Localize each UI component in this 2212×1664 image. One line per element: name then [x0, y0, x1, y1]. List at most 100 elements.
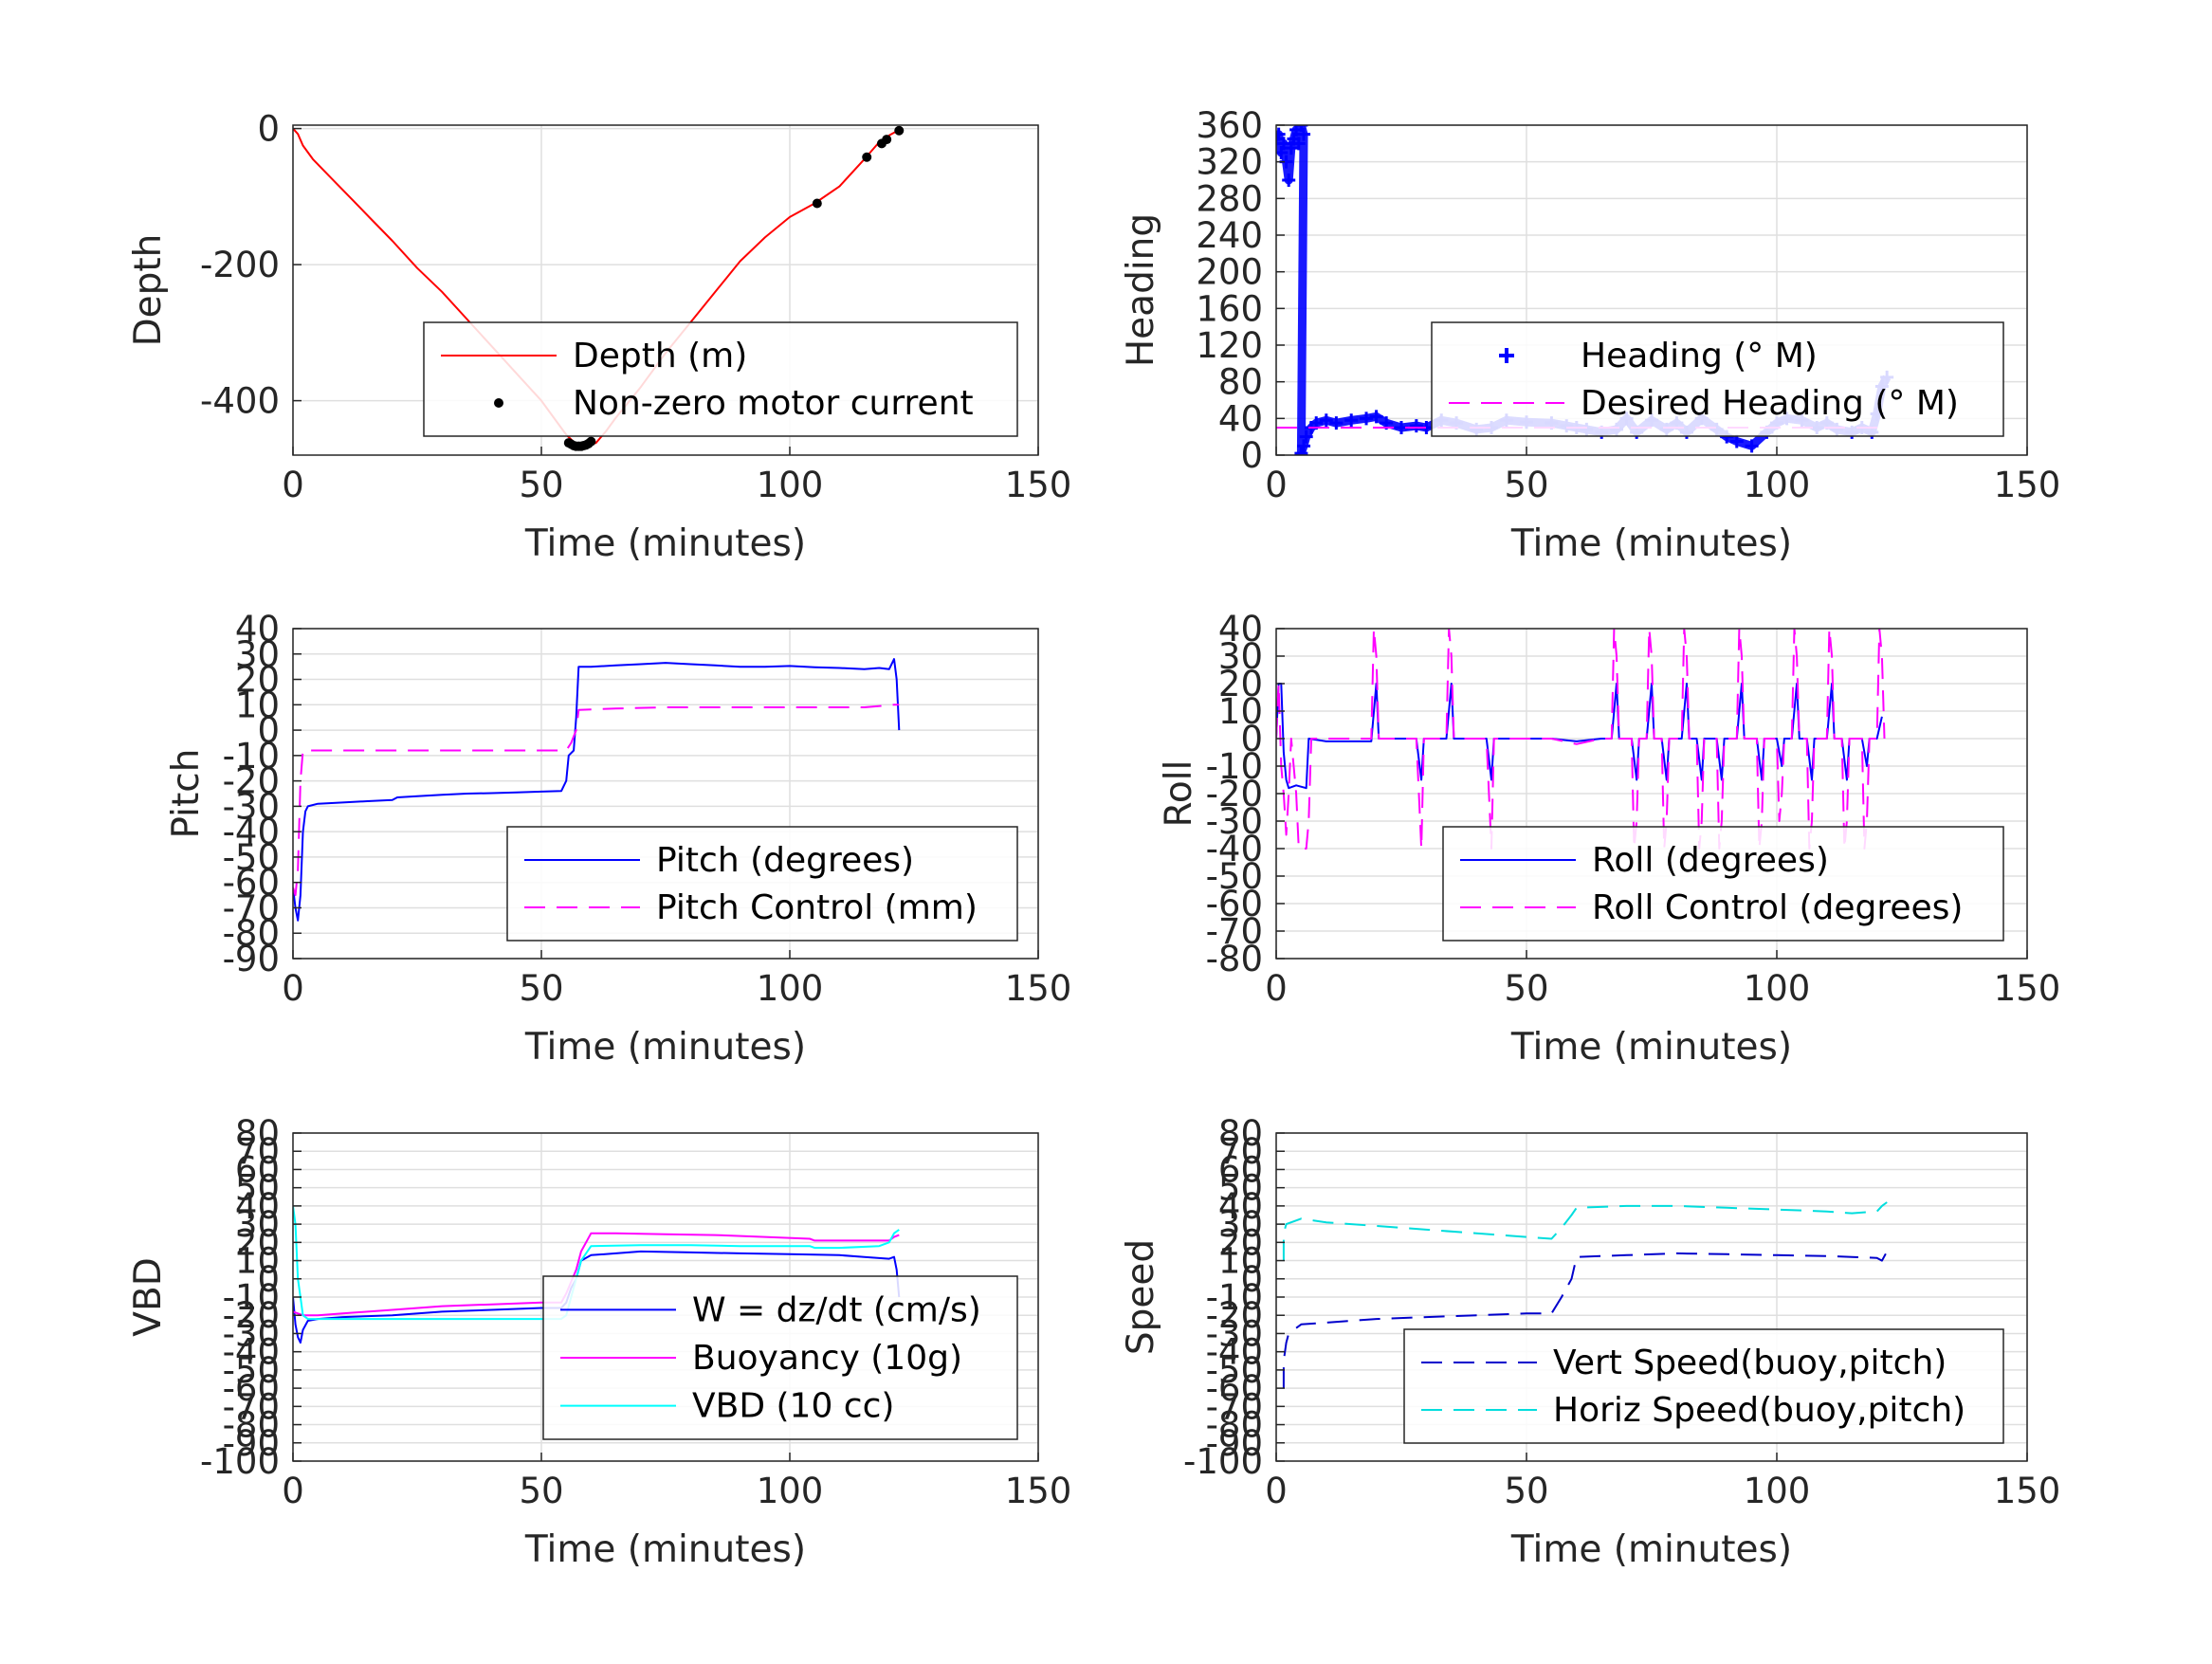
- y-tick-label: 20: [235, 1222, 280, 1263]
- x-axis-label: Time (minutes): [524, 1528, 806, 1571]
- y-tick-label: -400: [200, 381, 280, 422]
- chart-vbd: 0 50 100 15080706050403020100-10-20-30-40-5…: [127, 1113, 1071, 1571]
- y-tick-label: -100: [1183, 1441, 1263, 1482]
- y-tick-label: 80: [1218, 1113, 1263, 1154]
- y-tick-label: 30: [235, 634, 280, 675]
- y-tick-label: -40: [223, 812, 280, 852]
- y-tick-label: -10: [1206, 746, 1263, 787]
- y-tick-label: 0: [257, 1259, 280, 1300]
- series-line-1: [293, 1232, 900, 1317]
- legend-label: Vert Speed(buoy,pitch): [1553, 1344, 1947, 1382]
- y-tick-label: 30: [1218, 1204, 1263, 1245]
- ticks: 0 50 100 15080706050403020100-10-20-30-40-5…: [1183, 1113, 2060, 1511]
- y-tick-label: 0: [1240, 719, 1263, 759]
- y-tick-label: 30: [1218, 636, 1263, 677]
- series-point: [894, 125, 905, 136]
- series-line-0: [1282, 1251, 1889, 1389]
- y-tick-label: -30: [223, 786, 280, 827]
- ticks: 0 50 100 150403020100-10-20-30-40-50-60-70-…: [1206, 609, 2061, 1009]
- x-tick-label: 100: [1744, 465, 1811, 505]
- legend-box: [1442, 826, 2004, 942]
- y-tick-label: 60: [1218, 1149, 1263, 1190]
- chart-roll: 0 50 100 150403020100-10-20-30-40-50-60-70-…: [1158, 609, 2060, 1069]
- legend-label: Pitch (degrees): [656, 841, 914, 880]
- x-axis-label: Time (minutes): [1510, 1528, 1792, 1571]
- legend-box: [1431, 321, 2004, 437]
- y-tick-label: -30: [1206, 1313, 1263, 1354]
- legend-label: Non-zero motor current: [573, 384, 974, 423]
- legend-swatch: [494, 398, 503, 408]
- x-tick-label: 50: [519, 465, 563, 505]
- y-tick-label: 40: [235, 1186, 280, 1227]
- axes-box: [1275, 124, 2028, 456]
- x-tick-label: 150: [1994, 968, 2061, 1009]
- legend-label: Horiz Speed(buoy,pitch): [1553, 1391, 1965, 1430]
- y-tick-label: -10: [1206, 1277, 1263, 1318]
- y-tick-label: -60: [223, 863, 280, 904]
- x-tick-label: 50: [1504, 968, 1548, 1009]
- legend-swatch: [1499, 348, 1514, 363]
- x-tick-label: 100: [757, 968, 824, 1009]
- x-tick-label: 0: [282, 465, 304, 505]
- x-tick-label: 100: [1744, 968, 1811, 1009]
- y-axis-label: Speed: [1120, 1239, 1162, 1355]
- y-tick-label: 40: [1218, 1186, 1263, 1227]
- x-tick-label: 150: [1005, 968, 1072, 1009]
- y-tick-label: -60: [1206, 1368, 1263, 1409]
- y-tick-label: -50: [223, 837, 280, 878]
- legend: W = dz/dt (cm/s) Buoyancy (10g) VBD (10 cc…: [542, 1275, 1018, 1440]
- chart-speed: 0 50 100 15080706050403020100-10-20-30-40-5…: [1120, 1113, 2060, 1571]
- series-line-1: [1276, 629, 1886, 850]
- legend: Pitch (degrees) Pitch Control (mm): [506, 826, 1018, 942]
- ticks: 0 50 100 150403020100-10-20-30-40-50-60-70-…: [223, 609, 1072, 1009]
- y-tick-label: 40: [1218, 398, 1263, 439]
- y-axis-label: Heading: [1120, 213, 1162, 367]
- x-axis-label: Time (minutes): [524, 1026, 806, 1069]
- y-tick-label: -200: [200, 245, 280, 285]
- y-tick-label: -70: [223, 1386, 280, 1427]
- y-tick-label: -60: [1206, 884, 1263, 924]
- y-tick-label: 10: [235, 1241, 280, 1282]
- x-tick-label: 150: [1994, 1471, 2061, 1511]
- x-axis-label: Time (minutes): [1510, 522, 1792, 565]
- y-axis-label: Depth: [127, 234, 170, 347]
- y-tick-label: -80: [1206, 1405, 1263, 1446]
- axes-box: [292, 628, 1039, 960]
- legend-label: Pitch Control (mm): [656, 888, 978, 927]
- legend: Heading (° M) Desired Heading (° M): [1431, 321, 2004, 437]
- series-point: [882, 135, 892, 145]
- y-tick-label: 0: [1240, 435, 1263, 476]
- x-tick-label: 150: [1005, 465, 1072, 505]
- y-tick-label: -20: [1206, 774, 1263, 814]
- chart-depth: 0 50 100 150 0 -200 -400 Time (minutes) Depth Dep…: [127, 109, 1071, 565]
- y-tick-label: 240: [1196, 215, 1263, 256]
- y-tick-label: -40: [223, 1332, 280, 1373]
- ticks: 0 50 100 15080706050403020100-10-20-30-40-5…: [200, 1113, 1071, 1511]
- y-tick-label: -50: [1206, 1350, 1263, 1391]
- y-tick-label: -20: [1206, 1295, 1263, 1336]
- y-tick-label: 360: [1196, 105, 1263, 146]
- y-tick-label: -40: [1206, 1332, 1263, 1373]
- y-tick-label: -80: [1206, 939, 1263, 979]
- y-tick-label: 50: [235, 1168, 280, 1209]
- y-tick-label: -20: [223, 1295, 280, 1336]
- y-tick-label: 0: [1240, 1259, 1263, 1300]
- x-tick-label: 50: [1504, 1471, 1548, 1511]
- y-tick-label: 70: [235, 1131, 280, 1172]
- y-tick-label: -90: [1206, 1423, 1263, 1464]
- x-axis-label: Time (minutes): [524, 522, 806, 565]
- legend-label: Buoyancy (10g): [692, 1339, 962, 1378]
- series-line-0: [293, 658, 901, 922]
- x-axis-label: Time (minutes): [1510, 1026, 1792, 1069]
- y-tick-label: 50: [1218, 1168, 1263, 1209]
- x-tick-label: 150: [1005, 1471, 1072, 1511]
- y-tick-label: -70: [223, 887, 280, 928]
- series-point: [862, 152, 872, 162]
- y-tick-label: 70: [1218, 1131, 1263, 1172]
- y-axis-label: Roll: [1158, 760, 1200, 828]
- y-tick-label: -80: [223, 1405, 280, 1446]
- x-tick-label: 0: [1265, 968, 1288, 1009]
